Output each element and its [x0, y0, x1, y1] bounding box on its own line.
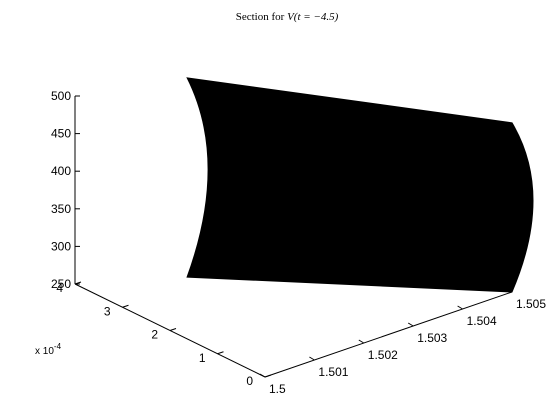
x-tick-label: 1.502	[368, 348, 398, 362]
y-tick-mark	[74, 281, 82, 285]
surface-layer	[186, 77, 534, 293]
x-tick-label: 1.501	[318, 365, 348, 379]
z-tick-label: 250	[51, 277, 71, 291]
x-tick-mark	[309, 356, 315, 361]
surface-patch	[186, 77, 534, 293]
y-tick-mark	[122, 304, 129, 308]
z-tick-label: 500	[51, 89, 71, 103]
y-axis-ticks: 0 1 2 3 4	[56, 281, 272, 388]
x-tick-mark	[506, 288, 513, 293]
z-tick-label: 300	[51, 239, 71, 253]
x-tick-label: 1.5	[269, 382, 286, 396]
x-axis-ticks: 1.5 1.501 1.502 1.503 1.504 1.505	[259, 288, 546, 396]
y-tick-label: 1	[199, 351, 206, 365]
y-tick-mark	[264, 374, 272, 378]
z-tick-label: 350	[51, 202, 71, 216]
chart-title-prefix: Section for	[236, 11, 287, 23]
z-tick-label: 400	[51, 164, 71, 178]
chart-title: Section for V(t = −4.5)	[236, 11, 339, 23]
x-tick-label: 1.504	[467, 314, 497, 328]
y-tick-label: 4	[56, 281, 63, 295]
x-tick-label: 1.503	[417, 331, 447, 345]
y-axis-exponent-label: x 10-4	[35, 342, 62, 357]
x-tick-label: 1.505	[516, 297, 546, 311]
y-tick-mark	[169, 328, 177, 331]
x-tick-mark	[407, 322, 414, 327]
chart-title-math: V(t = −4.5)	[287, 11, 339, 23]
x-tick-mark	[457, 305, 463, 310]
y-tick-label: 2	[151, 328, 158, 342]
y-tick-label: 0	[246, 374, 253, 388]
z-tick-label: 450	[51, 127, 71, 141]
y-tick-mark	[217, 351, 224, 355]
y-tick-label: 3	[104, 304, 111, 318]
z-axis-ticks: 250 300 350 400 450 500	[51, 89, 80, 291]
x-tick-mark	[358, 339, 365, 344]
x-tick-mark	[259, 373, 266, 378]
x-axis-line	[264, 291, 513, 378]
